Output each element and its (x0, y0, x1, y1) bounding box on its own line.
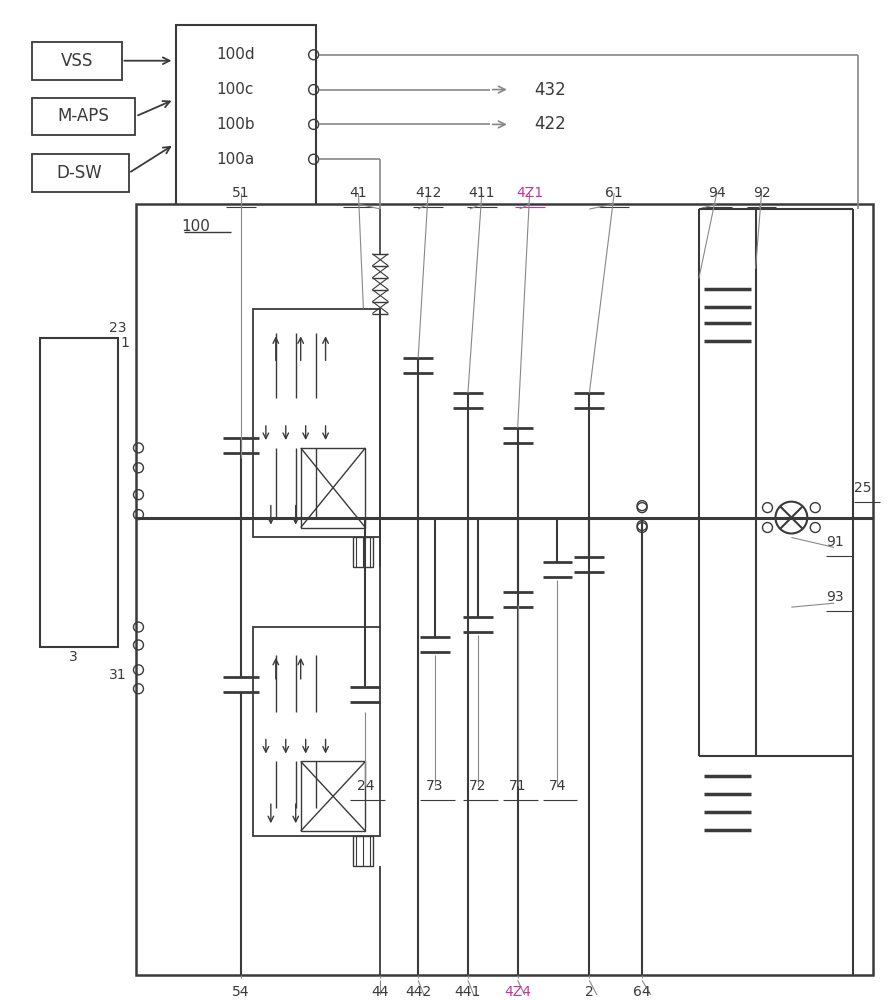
Bar (177, 25, 315, 209)
Text: 411: 411 (469, 186, 495, 200)
Bar (353, 537, 374, 567)
Text: 3: 3 (69, 650, 78, 664)
Text: 93: 93 (826, 590, 844, 604)
Text: VSS: VSS (61, 52, 93, 70)
Text: 100a: 100a (216, 152, 254, 167)
Text: 51: 51 (232, 186, 250, 200)
Bar (32, 154, 128, 192)
Text: 100: 100 (182, 219, 211, 234)
Text: 94: 94 (708, 186, 726, 200)
Bar (253, 627, 380, 836)
Text: D-SW: D-SW (56, 164, 103, 182)
Text: 100c: 100c (216, 82, 254, 97)
Text: 72: 72 (470, 779, 487, 793)
Text: 422: 422 (535, 115, 566, 133)
Text: 41: 41 (349, 186, 367, 200)
Text: 4Z1: 4Z1 (516, 186, 543, 200)
Text: 23: 23 (108, 321, 126, 335)
Bar (253, 309, 380, 537)
Text: 2: 2 (585, 985, 594, 999)
Text: 4Z4: 4Z4 (504, 985, 531, 999)
Text: 25: 25 (854, 481, 872, 495)
Text: 441: 441 (454, 985, 481, 999)
Text: 44: 44 (372, 985, 389, 999)
Text: 100b: 100b (216, 117, 254, 132)
Bar (301, 761, 366, 831)
Text: 442: 442 (405, 985, 431, 999)
Bar (301, 448, 366, 528)
Bar (32, 42, 122, 80)
Text: 92: 92 (753, 186, 771, 200)
Text: 31: 31 (108, 668, 126, 682)
Text: 74: 74 (548, 779, 566, 793)
Text: 73: 73 (426, 779, 444, 793)
Text: 24: 24 (357, 779, 375, 793)
Bar (136, 204, 873, 975)
Text: 412: 412 (415, 186, 442, 200)
Text: M-APS: M-APS (57, 107, 109, 125)
Text: 64: 64 (633, 985, 650, 999)
Text: 54: 54 (232, 985, 250, 999)
Bar (32, 98, 135, 135)
Text: 61: 61 (606, 186, 623, 200)
Bar (353, 836, 374, 866)
Text: 432: 432 (535, 81, 566, 99)
Text: 1: 1 (121, 336, 129, 350)
Text: 91: 91 (826, 535, 844, 549)
Text: 71: 71 (509, 779, 527, 793)
Bar (40, 338, 117, 647)
Text: 100d: 100d (216, 47, 254, 62)
